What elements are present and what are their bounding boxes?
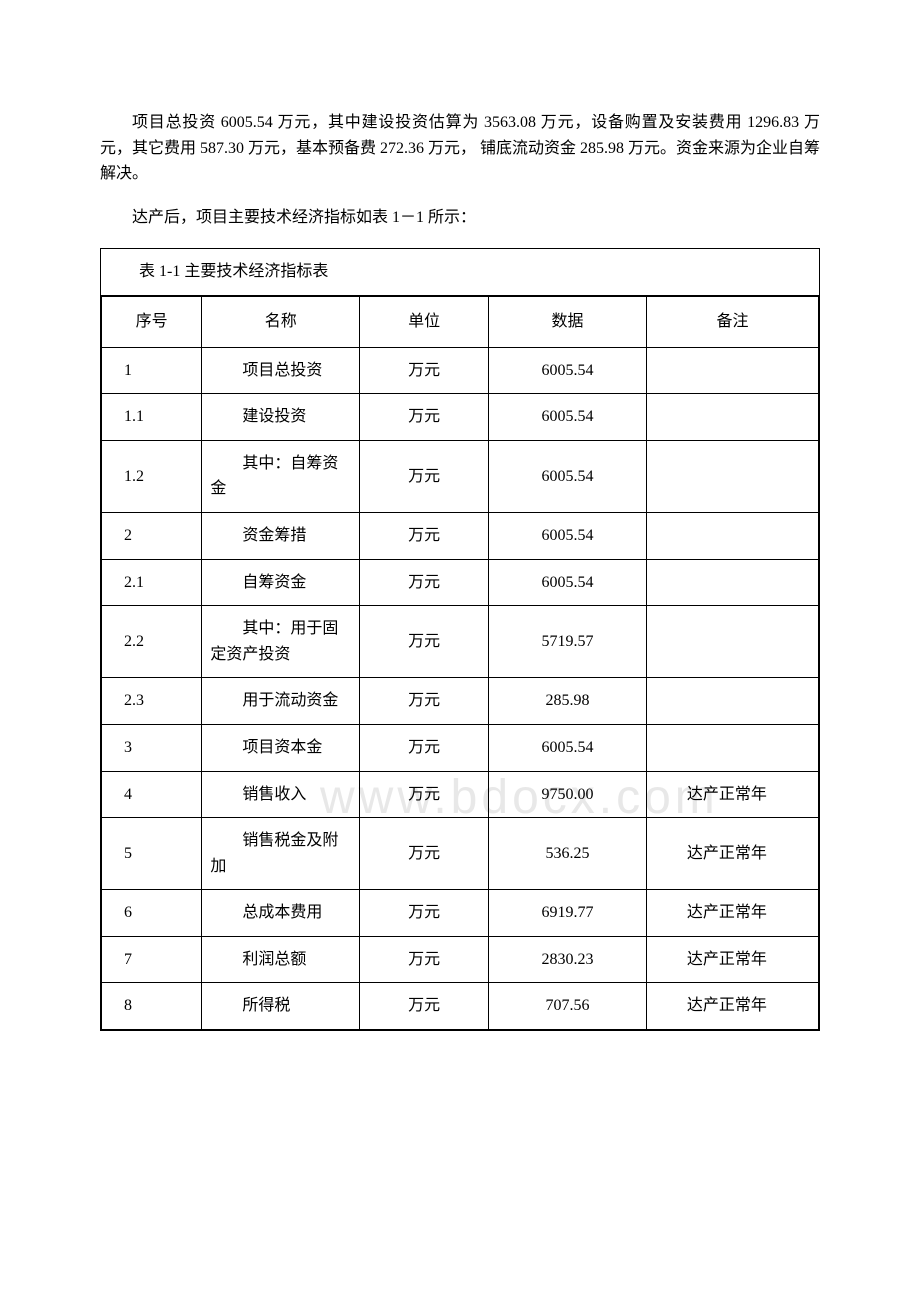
cell-remark (646, 724, 818, 771)
cell-seq: 1.1 (102, 394, 202, 441)
cell-data: 6005.54 (489, 512, 647, 559)
cell-remark (646, 512, 818, 559)
table-title: 表 1-1 主要技术经济指标表 (101, 249, 819, 296)
cell-remark: 达产正常年 (646, 890, 818, 937)
cell-seq: 6 (102, 890, 202, 937)
cell-data: 707.56 (489, 983, 647, 1030)
cell-remark: 达产正常年 (646, 771, 818, 818)
cell-name: 所得税 (202, 983, 360, 1030)
cell-seq: 2.1 (102, 559, 202, 606)
header-name: 名称 (202, 296, 360, 347)
cell-name: 项目总投资 (202, 347, 360, 394)
cell-name: 建设投资 (202, 394, 360, 441)
page-container: www.bdocx.com 项目总投资 6005.54 万元，其中建设投资估算为… (100, 110, 820, 1031)
cell-unit: 万元 (360, 606, 489, 678)
table-row: 1.2 其中：自筹资金 万元 6005.54 (102, 440, 819, 512)
table-row: 1.1 建设投资 万元 6005.54 (102, 394, 819, 441)
cell-seq: 7 (102, 936, 202, 983)
cell-name: 总成本费用 (202, 890, 360, 937)
indicators-table: 序号 名称 单位 数据 备注 1 项目总投资 万元 6005.54 1.1 建设… (101, 296, 819, 1030)
table-row: 6 总成本费用 万元 6919.77 达产正常年 (102, 890, 819, 937)
paragraph-2: 达产后，项目主要技术经济指标如表 1－1 所示： (100, 205, 820, 231)
cell-remark (646, 394, 818, 441)
cell-remark (646, 347, 818, 394)
header-remark: 备注 (646, 296, 818, 347)
cell-seq: 4 (102, 771, 202, 818)
table-row: 2 资金筹措 万元 6005.54 (102, 512, 819, 559)
cell-data: 6005.54 (489, 559, 647, 606)
header-data: 数据 (489, 296, 647, 347)
cell-data: 285.98 (489, 678, 647, 725)
cell-unit: 万元 (360, 440, 489, 512)
cell-seq: 2.3 (102, 678, 202, 725)
cell-unit: 万元 (360, 818, 489, 890)
cell-remark: 达产正常年 (646, 983, 818, 1030)
cell-data: 6919.77 (489, 890, 647, 937)
cell-unit: 万元 (360, 347, 489, 394)
cell-name: 其中：用于固定资产投资 (202, 606, 360, 678)
cell-seq: 5 (102, 818, 202, 890)
indicators-table-wrapper: 表 1-1 主要技术经济指标表 序号 名称 单位 数据 备注 1 项目总投资 万… (100, 248, 820, 1031)
cell-remark (646, 440, 818, 512)
cell-seq: 1 (102, 347, 202, 394)
table-row: 2.3 用于流动资金 万元 285.98 (102, 678, 819, 725)
cell-seq: 8 (102, 983, 202, 1030)
cell-data: 6005.54 (489, 347, 647, 394)
cell-unit: 万元 (360, 394, 489, 441)
cell-name: 自筹资金 (202, 559, 360, 606)
cell-unit: 万元 (360, 936, 489, 983)
cell-seq: 2.2 (102, 606, 202, 678)
cell-remark: 达产正常年 (646, 818, 818, 890)
cell-name: 销售税金及附加 (202, 818, 360, 890)
cell-remark (646, 559, 818, 606)
table-row: 1 项目总投资 万元 6005.54 (102, 347, 819, 394)
cell-remark (646, 606, 818, 678)
header-seq: 序号 (102, 296, 202, 347)
table-row: 3 项目资本金 万元 6005.54 (102, 724, 819, 771)
cell-seq: 3 (102, 724, 202, 771)
cell-remark (646, 678, 818, 725)
cell-name: 用于流动资金 (202, 678, 360, 725)
cell-unit: 万元 (360, 771, 489, 818)
cell-unit: 万元 (360, 678, 489, 725)
cell-data: 5719.57 (489, 606, 647, 678)
cell-unit: 万元 (360, 890, 489, 937)
cell-data: 6005.54 (489, 724, 647, 771)
cell-seq: 2 (102, 512, 202, 559)
table-header-row: 序号 名称 单位 数据 备注 (102, 296, 819, 347)
cell-unit: 万元 (360, 559, 489, 606)
table-row: 2.2 其中：用于固定资产投资 万元 5719.57 (102, 606, 819, 678)
header-unit: 单位 (360, 296, 489, 347)
cell-data: 6005.54 (489, 440, 647, 512)
cell-remark: 达产正常年 (646, 936, 818, 983)
cell-unit: 万元 (360, 724, 489, 771)
table-row: 2.1 自筹资金 万元 6005.54 (102, 559, 819, 606)
table-row: 7 利润总额 万元 2830.23 达产正常年 (102, 936, 819, 983)
cell-data: 2830.23 (489, 936, 647, 983)
cell-name: 资金筹措 (202, 512, 360, 559)
cell-data: 6005.54 (489, 394, 647, 441)
cell-unit: 万元 (360, 983, 489, 1030)
table-row: 8 所得税 万元 707.56 达产正常年 (102, 983, 819, 1030)
cell-name: 销售收入 (202, 771, 360, 818)
table-row: 4 销售收入 万元 9750.00 达产正常年 (102, 771, 819, 818)
cell-name: 利润总额 (202, 936, 360, 983)
cell-seq: 1.2 (102, 440, 202, 512)
cell-name: 其中：自筹资金 (202, 440, 360, 512)
cell-data: 536.25 (489, 818, 647, 890)
cell-name: 项目资本金 (202, 724, 360, 771)
cell-unit: 万元 (360, 512, 489, 559)
table-row: 5 销售税金及附加 万元 536.25 达产正常年 (102, 818, 819, 890)
paragraph-1: 项目总投资 6005.54 万元，其中建设投资估算为 3563.08 万元，设备… (100, 110, 820, 187)
cell-data: 9750.00 (489, 771, 647, 818)
